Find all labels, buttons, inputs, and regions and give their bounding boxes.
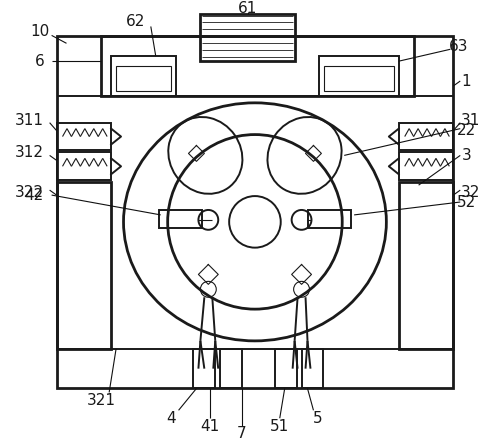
Bar <box>319 56 399 96</box>
Text: 42: 42 <box>24 188 43 202</box>
Text: 41: 41 <box>201 419 220 434</box>
Bar <box>275 349 297 388</box>
Text: 322: 322 <box>15 185 44 200</box>
Bar <box>302 349 323 388</box>
Bar <box>57 182 111 349</box>
Bar <box>116 66 171 91</box>
Bar <box>193 349 215 388</box>
Bar <box>57 152 111 180</box>
Bar <box>220 349 242 388</box>
Text: 7: 7 <box>237 426 247 441</box>
Text: 61: 61 <box>238 1 258 16</box>
Bar <box>324 66 394 91</box>
Text: 311: 311 <box>15 113 44 128</box>
Bar <box>57 36 453 388</box>
Bar <box>101 36 414 96</box>
Text: 1: 1 <box>461 73 471 89</box>
Bar <box>308 210 351 228</box>
Text: 5: 5 <box>312 411 322 426</box>
Text: 6: 6 <box>35 54 45 69</box>
Bar <box>159 210 202 228</box>
Text: 312: 312 <box>15 145 44 160</box>
Text: 32: 32 <box>460 185 480 200</box>
Text: 52: 52 <box>457 194 476 210</box>
Text: 22: 22 <box>457 123 476 138</box>
Text: 62: 62 <box>126 14 146 29</box>
Text: 4: 4 <box>166 411 176 426</box>
Bar <box>200 13 295 61</box>
Text: 63: 63 <box>448 39 468 54</box>
Bar <box>57 123 111 151</box>
Text: 321: 321 <box>87 393 116 408</box>
Bar <box>399 123 453 151</box>
Text: 10: 10 <box>30 24 49 39</box>
Text: 31: 31 <box>460 113 480 128</box>
Bar <box>399 152 453 180</box>
Text: 3: 3 <box>461 148 471 163</box>
Text: 51: 51 <box>270 419 289 434</box>
Bar <box>111 56 176 96</box>
Bar <box>399 182 453 349</box>
